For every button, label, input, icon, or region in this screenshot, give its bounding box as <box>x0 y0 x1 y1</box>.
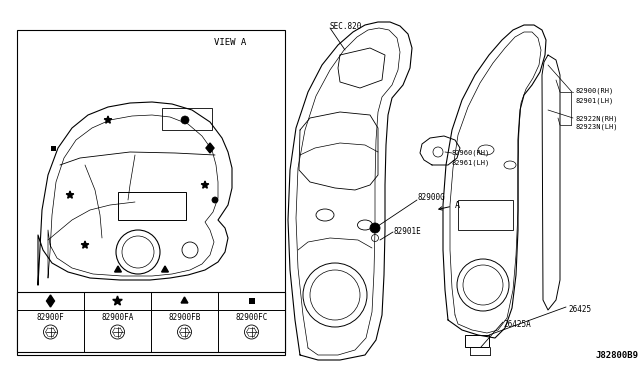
Polygon shape <box>181 297 188 303</box>
Text: 82922N(RH): 82922N(RH) <box>575 115 618 122</box>
Bar <box>465 335 489 347</box>
Polygon shape <box>115 266 122 272</box>
Bar <box>17 30 285 355</box>
Text: 82960(RH): 82960(RH) <box>452 150 490 157</box>
Text: VIEW A: VIEW A <box>214 38 246 47</box>
Ellipse shape <box>478 145 494 155</box>
Text: 82900(RH): 82900(RH) <box>575 88 613 94</box>
Circle shape <box>212 197 218 203</box>
Bar <box>162 108 212 130</box>
Ellipse shape <box>504 161 516 169</box>
Text: SEC.820: SEC.820 <box>330 22 362 31</box>
Text: 82900FA: 82900FA <box>101 313 134 322</box>
Polygon shape <box>47 295 54 307</box>
Polygon shape <box>81 241 89 248</box>
Polygon shape <box>104 116 112 123</box>
Polygon shape <box>161 266 168 272</box>
Text: 82900FB: 82900FB <box>168 313 201 322</box>
Ellipse shape <box>316 209 334 221</box>
Ellipse shape <box>358 220 372 230</box>
Polygon shape <box>206 143 214 153</box>
Text: 82900F: 82900F <box>36 313 65 322</box>
Text: 82901E: 82901E <box>393 228 420 237</box>
Text: 82900G: 82900G <box>417 193 445 202</box>
Text: 26425: 26425 <box>568 305 591 314</box>
Circle shape <box>181 116 189 124</box>
Text: 82900FC: 82900FC <box>236 313 268 322</box>
Bar <box>458 200 513 230</box>
Text: 82901(LH): 82901(LH) <box>575 97 613 103</box>
Bar <box>118 192 186 220</box>
Text: 26425A: 26425A <box>503 320 531 329</box>
Polygon shape <box>201 181 209 188</box>
Bar <box>248 298 255 304</box>
Text: 82961(LH): 82961(LH) <box>452 159 490 166</box>
Circle shape <box>370 223 380 233</box>
Text: J82800B9: J82800B9 <box>595 351 638 360</box>
Bar <box>51 145 56 151</box>
Text: 82923N(LH): 82923N(LH) <box>575 124 618 131</box>
Polygon shape <box>113 296 122 305</box>
Text: A: A <box>439 201 460 210</box>
Polygon shape <box>66 191 74 198</box>
Bar <box>17 292 285 352</box>
